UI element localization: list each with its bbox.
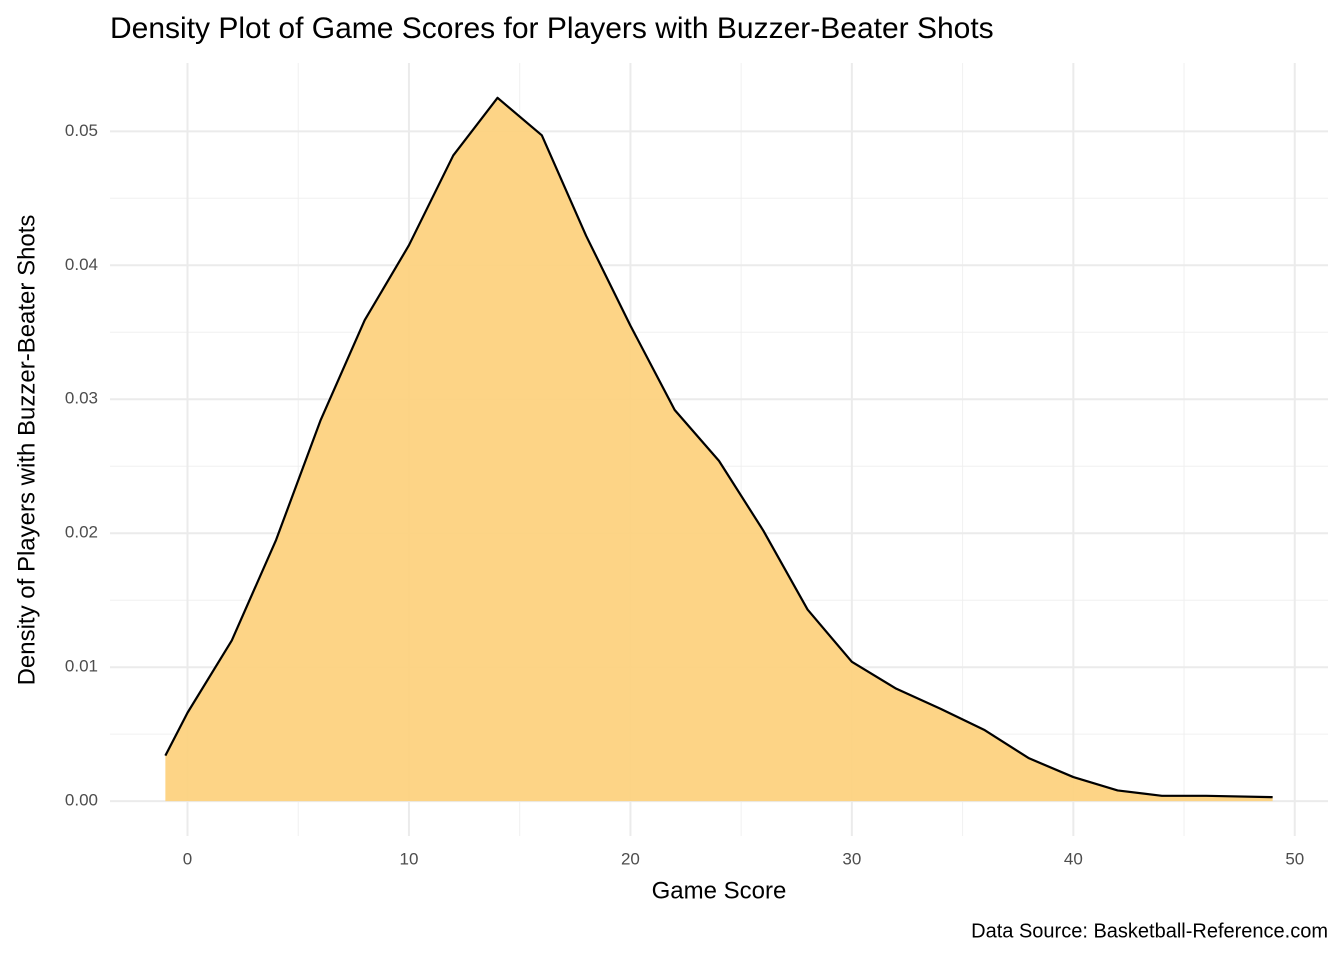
y-tick-label: 0.00 [65,791,98,810]
x-tick-label: 50 [1285,849,1304,868]
density-area [165,97,1273,802]
x-tick-label: 0 [183,849,192,868]
y-tick-label: 0.04 [65,255,98,274]
x-axis-label: Game Score [652,877,787,904]
x-tick-label: 10 [400,849,419,868]
caption: Data Source: Basketball-Reference.com [971,920,1328,942]
x-tick-label: 40 [1064,849,1083,868]
y-tick-label: 0.02 [65,523,98,542]
density-line [164,96,1273,799]
y-tick-label: 0.03 [65,389,98,408]
y-tick-label: 0.01 [65,657,98,676]
y-tick-label: 0.05 [65,121,98,140]
x-tick-label: 30 [842,849,861,868]
y-axis-label: Density of Players with Buzzer-Beater Sh… [13,215,40,686]
x-tick-label: 20 [621,849,640,868]
chart-title: Density Plot of Game Scores for Players … [110,12,994,45]
